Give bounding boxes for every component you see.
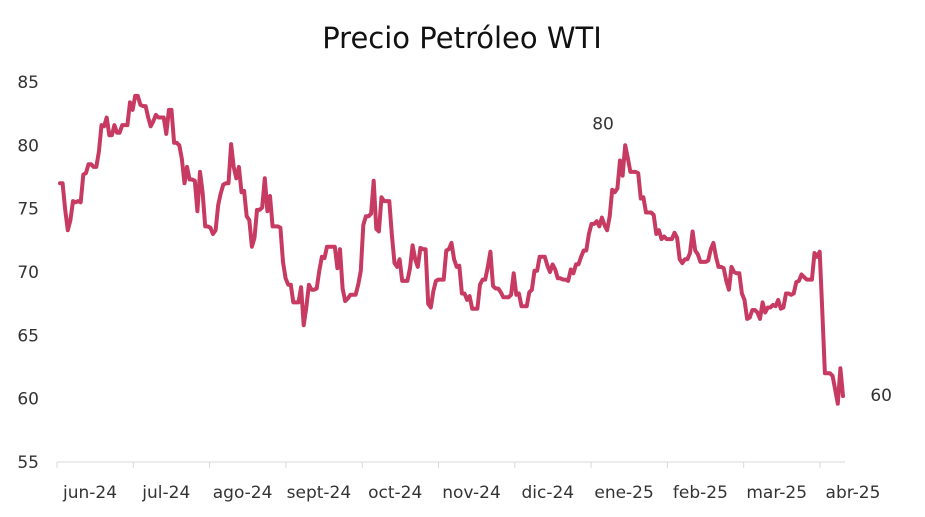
x-tick-label: nov-24 [442,483,501,503]
annotations: 80 60 [592,114,892,406]
y-tick-label: 55 [17,453,39,473]
y-tick-label: 60 [17,390,39,410]
x-tick-label: ago-24 [213,483,273,503]
series-line [58,93,845,406]
annotation-label: 80 [592,114,614,134]
x-tick-label: oct-24 [368,483,422,503]
x-tick-label: mar-25 [746,483,807,503]
x-tick-label: jun-24 [62,483,117,503]
y-tick-label: 85 [17,73,39,93]
chart-title: Precio Petróleo WTI [322,21,602,55]
x-tick-label: feb-25 [673,483,728,503]
series-group [58,93,845,406]
y-tick-label: 65 [17,326,39,346]
x-tick-label: sept-24 [287,483,352,503]
y-tick-label: 75 [17,200,39,220]
x-tick-label: jul-24 [141,483,190,503]
annotation-label: 60 [870,386,892,406]
y-axis: 85 80 75 70 65 60 55 [17,73,39,473]
x-axis: jun-24 jul-24 ago-24 sept-24 oct-24 nov-24 dic… [56,462,881,503]
x-tick-label: ene-25 [594,483,653,503]
x-tick-label: abr-25 [826,483,881,503]
y-tick-label: 70 [17,263,39,283]
x-tick-label: dic-24 [521,483,574,503]
y-tick-label: 80 [17,136,39,156]
